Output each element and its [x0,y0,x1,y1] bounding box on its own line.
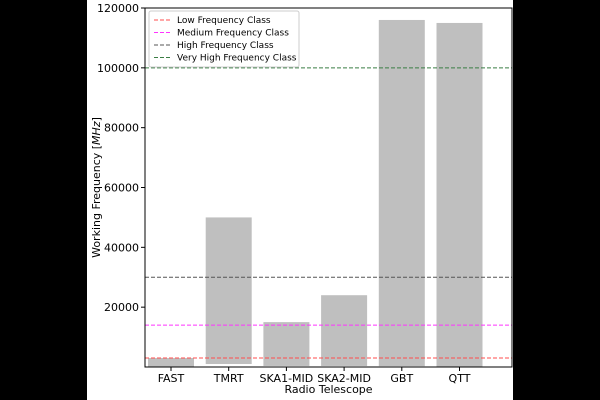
x-tick-label: TMRT [213,372,244,385]
x-tick-label: SKA2-MID [317,372,371,385]
legend: Low Frequency Class Medium Frequency Clas… [148,10,300,68]
legend-label: High Frequency Class [177,41,274,51]
y-tick-label: 20000 [104,301,139,314]
x-tick-label: SKA1-MID [260,372,314,385]
y-tick-label: 100000 [97,62,139,75]
x-tick-label: GBT [390,372,413,385]
bar-qtt [436,22,483,367]
legend-box [148,10,300,68]
y-tick-label: 80000 [104,122,139,135]
reference-lines-layer [145,67,512,359]
y-axis-label-unit: MHz [90,121,103,145]
bar-chart: 20000 40000 60000 80000 100000 120000 FAST TMR… [90,2,513,396]
bar-gbt [378,19,425,367]
bar-ska2-mid [321,295,368,366]
y-tick-label: 120000 [97,2,139,15]
legend-label: Low Frequency Class [177,16,271,26]
x-tick-label: FAST [158,372,185,385]
y-axis-label-text: Working Frequency [ [90,145,103,258]
y-tick-label: 60000 [104,182,139,195]
y-axis-label: Working Frequency [MHz] [90,117,103,258]
x-axis-label: Radio Telescope [284,383,372,396]
chart-canvas: 20000 40000 60000 80000 100000 120000 FAST TMR… [87,0,513,400]
y-tick-label: 40000 [104,241,139,254]
x-axis: FAST TMRT SKA1-MID SKA2-MID GBT QTT [158,367,471,385]
y-axis: 20000 40000 60000 80000 100000 120000 [97,2,145,314]
legend-label: Medium Frequency Class [177,29,289,39]
bar-tmrt [205,217,252,365]
x-tick-label: QTT [449,372,471,385]
y-axis-label-end: ] [90,117,103,121]
bar-fast [148,358,194,367]
bar-ska1-mid [263,322,310,366]
legend-label: Very High Frequency Class [177,54,297,64]
bars-layer [148,19,483,367]
